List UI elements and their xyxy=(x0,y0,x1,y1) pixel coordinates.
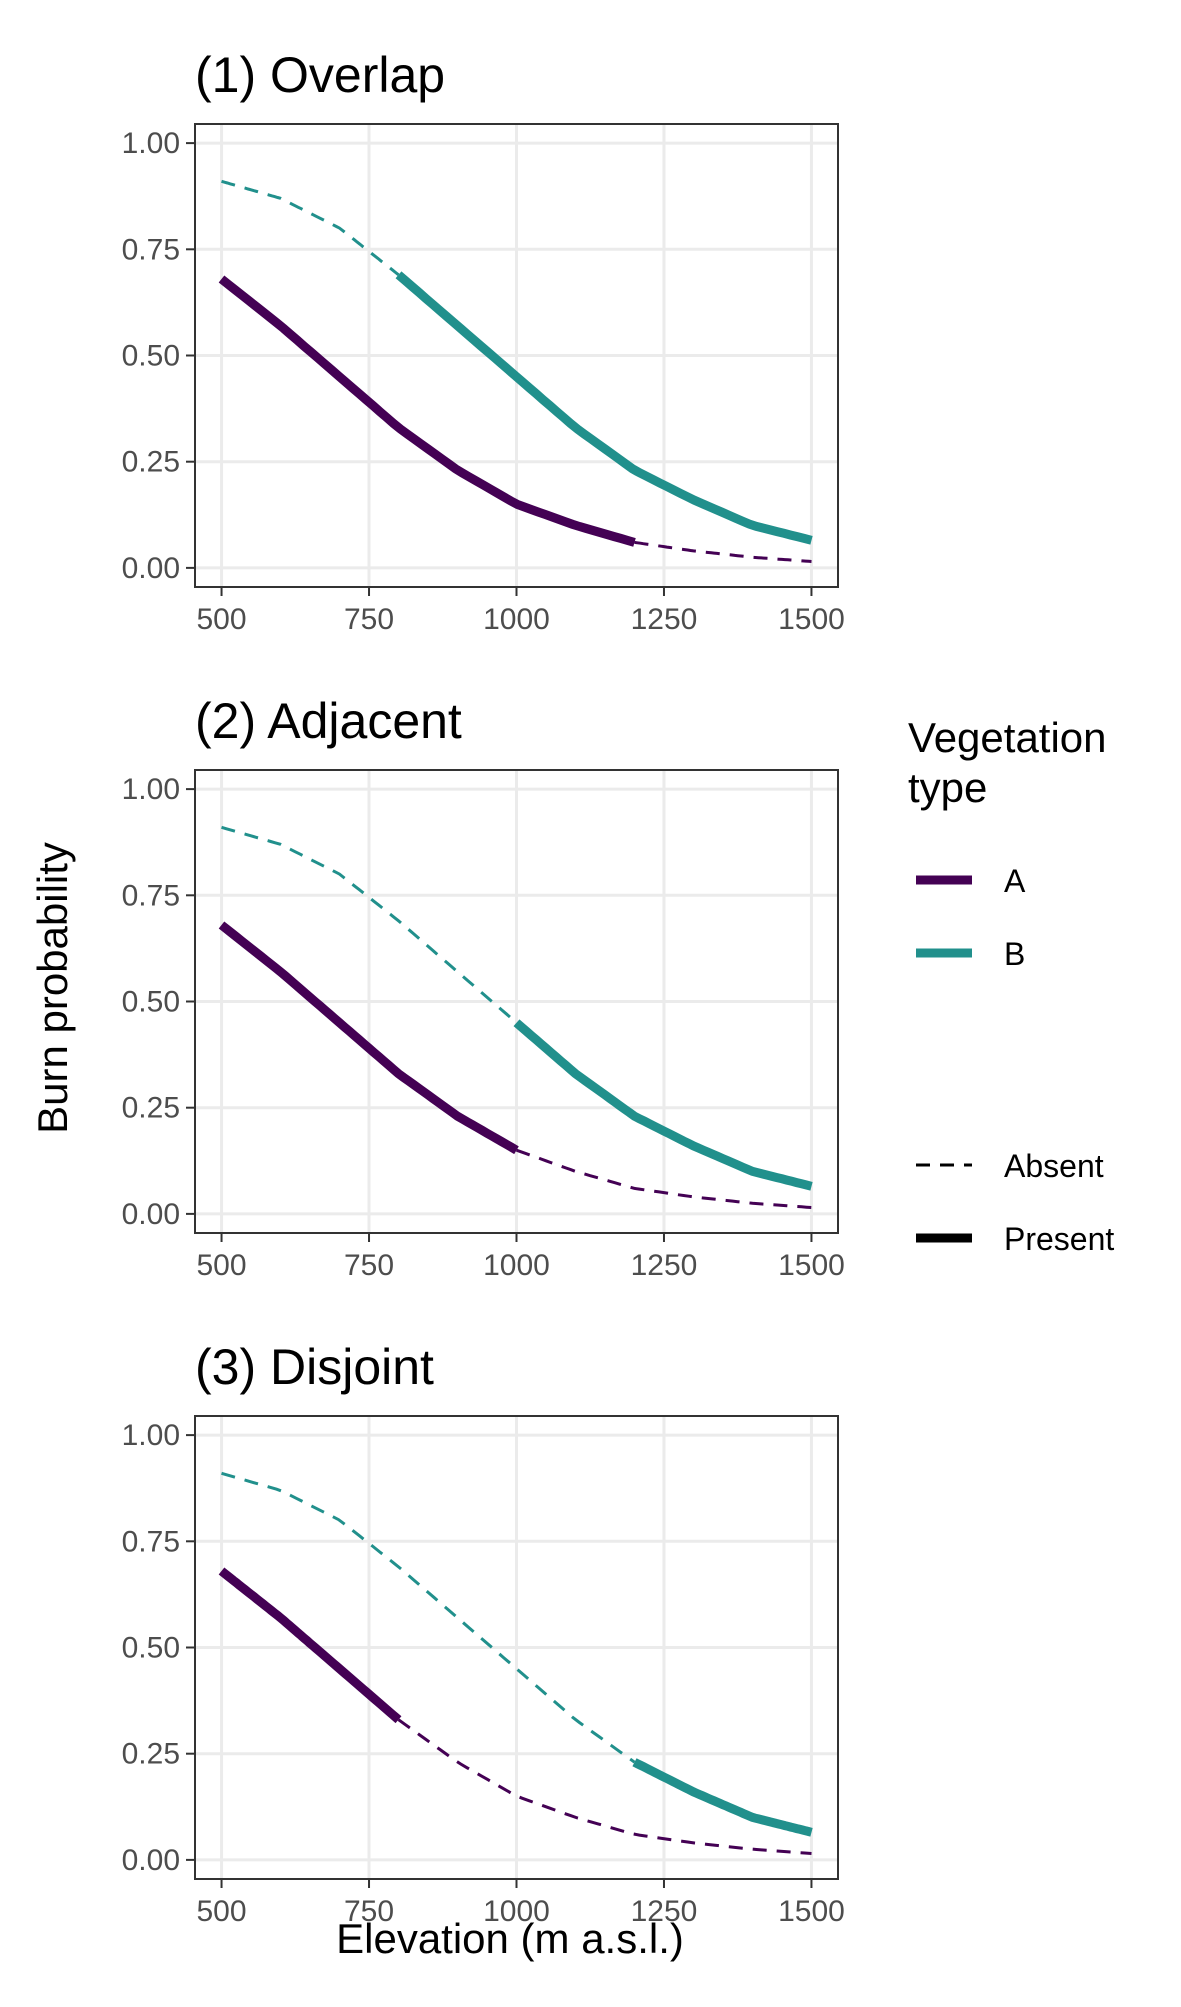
y-tick-label: 0.25 xyxy=(122,446,180,479)
y-axis-title: Burn probability xyxy=(29,842,76,1134)
y-tick-label: 0.00 xyxy=(122,1198,180,1231)
curve-a-present xyxy=(218,921,519,1155)
x-tick-label: 1500 xyxy=(778,1895,845,1928)
curve-a-absent xyxy=(397,1718,812,1855)
y-tick-label: 0.50 xyxy=(122,1632,180,1665)
x-tick-label: 750 xyxy=(344,1895,394,1928)
x-tick-label: 750 xyxy=(344,1249,394,1282)
y-tick-label: 0.75 xyxy=(122,879,180,912)
x-tick-label: 500 xyxy=(197,1249,247,1282)
curve-b-absent xyxy=(221,1471,636,1764)
y-tick-label: 0.50 xyxy=(122,986,180,1019)
x-tick-label: 500 xyxy=(197,603,247,636)
y-tick-label: 1.00 xyxy=(122,1419,180,1452)
x-tick-label: 1000 xyxy=(483,603,550,636)
y-tick-label: 0.75 xyxy=(122,1525,180,1558)
y-tick-label: 0.25 xyxy=(122,1092,180,1125)
x-tick-label: 750 xyxy=(344,603,394,636)
y-tick-label: 0.50 xyxy=(122,340,180,373)
x-tick-label: 1500 xyxy=(778,1249,845,1282)
panels: (1) Overlap 500 750 1000 1250 1500 0.00 0.25 0.5… xyxy=(122,47,845,1928)
curve-a-present xyxy=(218,275,636,547)
legend-title-line1: Vegetation xyxy=(908,714,1107,761)
panel-3: (3) Disjoint 500 750 1000 1250 1500 0.00 0.25 0.… xyxy=(122,1339,845,1928)
curve-b-present xyxy=(395,271,813,545)
curve-a-absent xyxy=(634,540,812,563)
curve-b-absent xyxy=(221,179,400,276)
x-tick-label: 1000 xyxy=(483,1249,550,1282)
panel-1: (1) Overlap 500 750 1000 1250 1500 0.00 0.25 0.5… xyxy=(122,47,845,636)
legend-label-b: B xyxy=(1004,936,1025,972)
y-tick-label: 0.00 xyxy=(122,1844,180,1877)
y-tick-label: 1.00 xyxy=(122,127,180,160)
x-tick-label: 1250 xyxy=(631,1249,698,1282)
panel-title: (2) Adjacent xyxy=(195,693,462,749)
curve-b-absent xyxy=(221,825,518,1024)
x-tick-label: 1250 xyxy=(631,603,698,636)
y-tick-label: 0.75 xyxy=(122,233,180,266)
curve-b-present xyxy=(632,1758,813,1837)
legend-label-present: Present xyxy=(1004,1221,1114,1257)
y-tick-label: 1.00 xyxy=(122,773,180,806)
panel-2: (2) Adjacent 500 750 1000 1250 1500 0.00 0.25 0.… xyxy=(122,693,845,1282)
panel-title: (3) Disjoint xyxy=(195,1339,434,1395)
curve-a-present xyxy=(218,1567,402,1724)
x-tick-label: 1000 xyxy=(483,1895,550,1928)
x-tick-label: 500 xyxy=(197,1895,247,1928)
legend-label-a: A xyxy=(1004,863,1026,899)
x-axis-title: Elevation (m a.s.l.) xyxy=(336,1915,684,1962)
curve-b-present xyxy=(513,1019,813,1191)
x-tick-label: 1250 xyxy=(631,1895,698,1928)
curve-a-absent xyxy=(516,1148,812,1209)
legend: Vegetation type A B Absent Present xyxy=(908,714,1114,1257)
y-tick-label: 0.00 xyxy=(122,552,180,585)
panel-title: (1) Overlap xyxy=(195,47,445,103)
x-tick-label: 1500 xyxy=(778,603,845,636)
legend-label-absent: Absent xyxy=(1004,1148,1104,1184)
legend-title-line2: type xyxy=(908,764,987,811)
y-tick-label: 0.25 xyxy=(122,1738,180,1771)
